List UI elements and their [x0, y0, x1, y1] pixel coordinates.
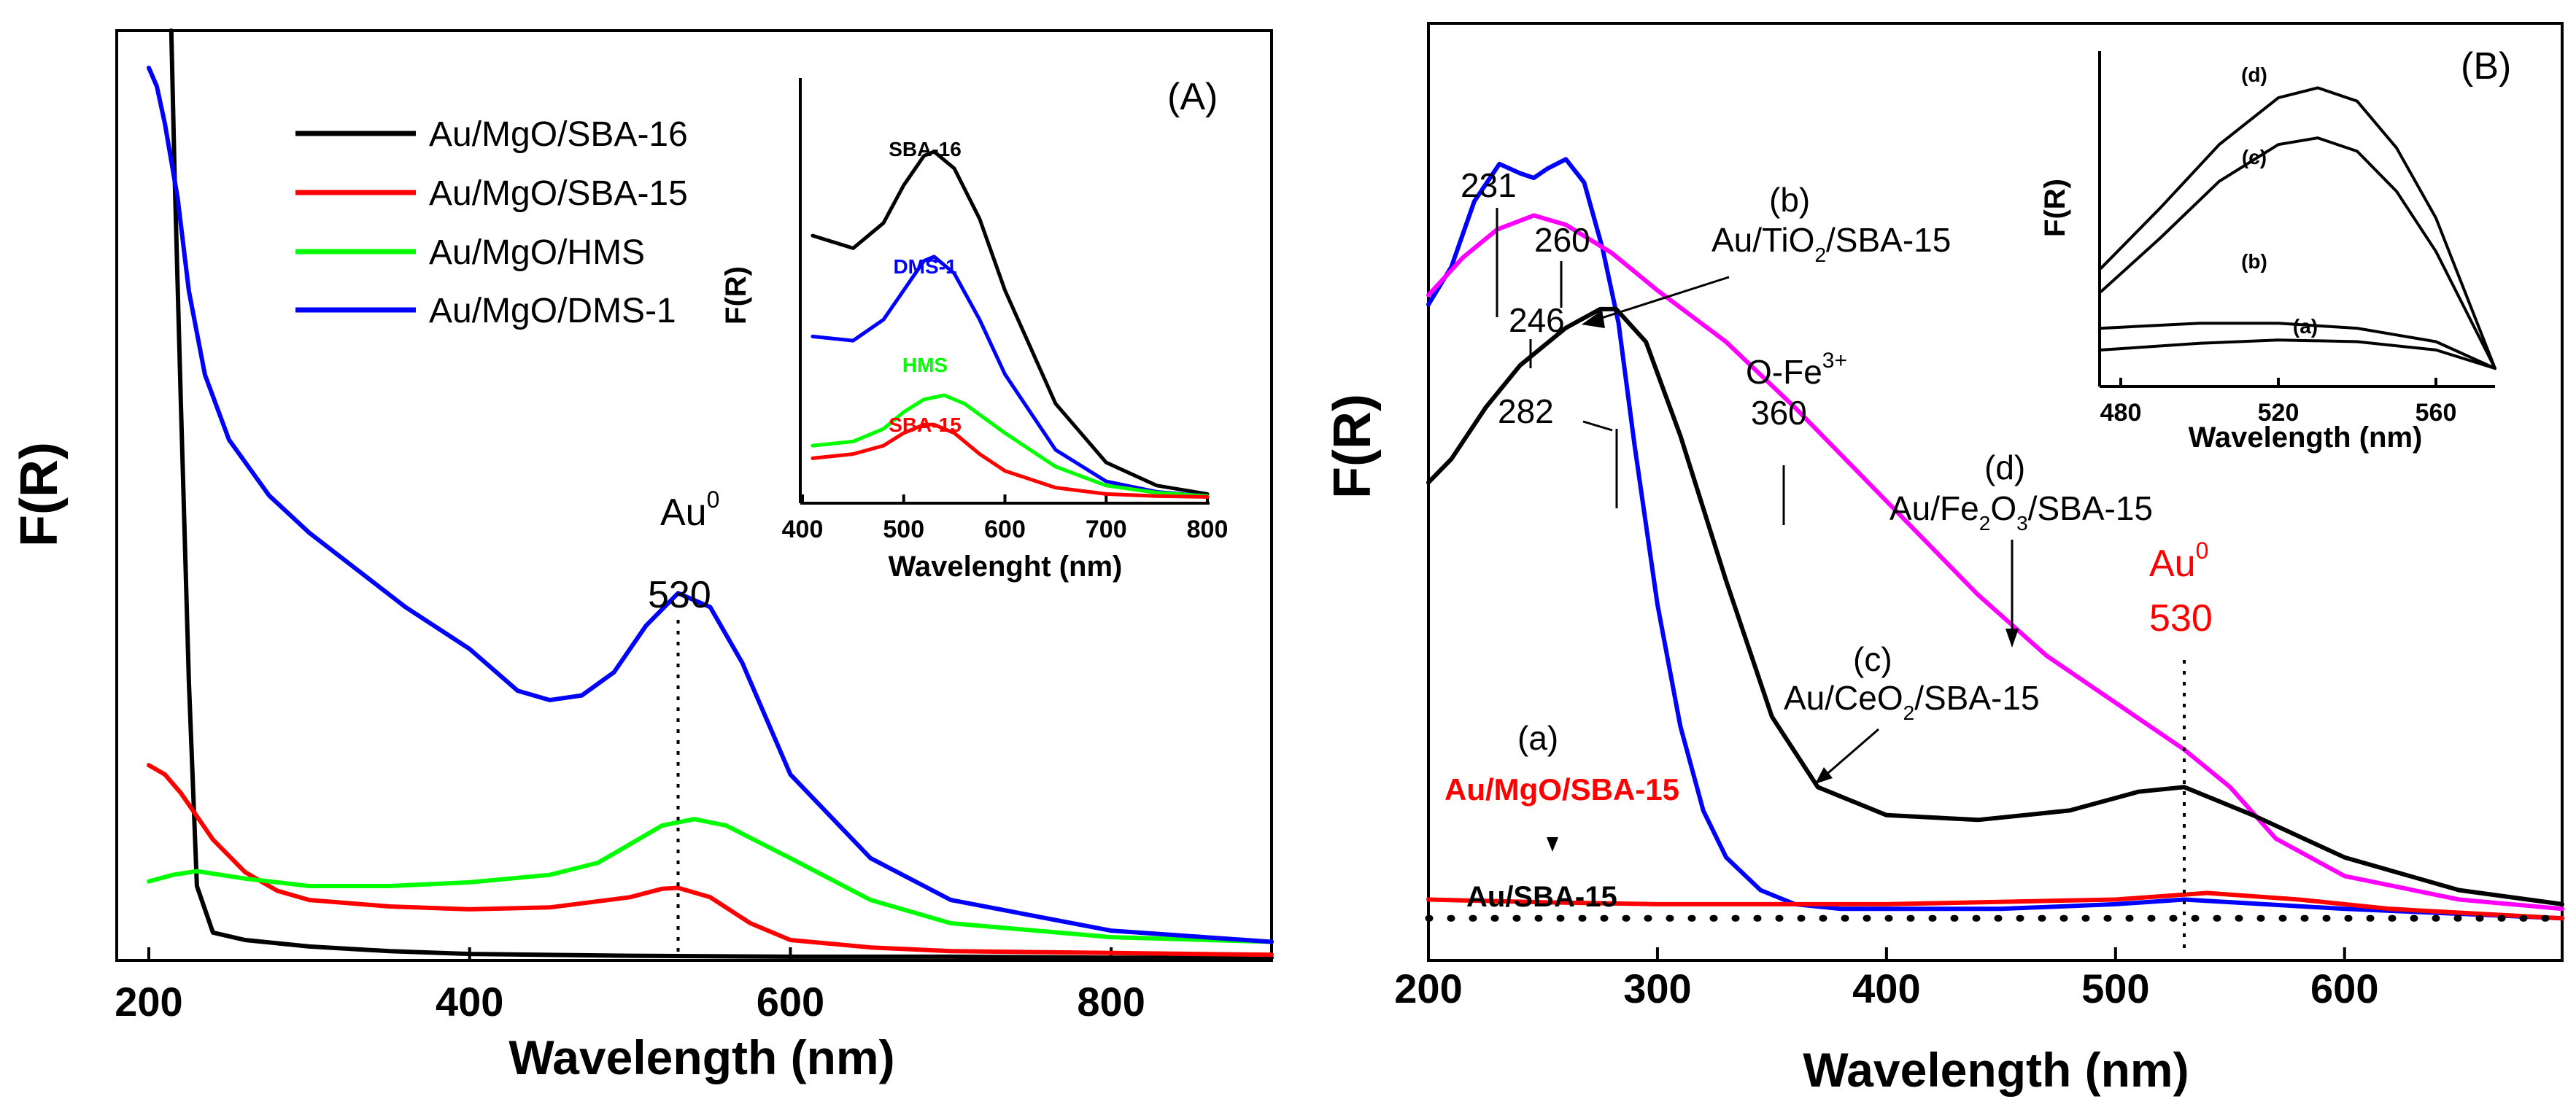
- inset-a-series-hms: [811, 393, 1210, 498]
- panel-a-tick-label-400: 400: [436, 979, 503, 1025]
- panel-b-series-d-au-fe2o3-sba-15: [1426, 213, 2564, 912]
- arrow-c-head: [1815, 767, 1833, 784]
- arrow-b: [1592, 276, 1730, 322]
- inset-b-series-a: [2100, 338, 2496, 370]
- panel-a-label: (A): [1167, 76, 1218, 118]
- panel-a-tick-label-600: 600: [757, 979, 824, 1025]
- inset-a-x-axis-label: Wavelenght (nm): [889, 551, 1123, 583]
- inset-a-series-dms-1: [811, 255, 1210, 498]
- inset-b-label-d: (d): [2241, 63, 2267, 86]
- panel-a-inset: 400 500 600 700 800 F(R) Wavelenght (nm) SBA…: [720, 78, 1228, 583]
- peak-282-label: 282: [1498, 392, 1554, 430]
- panel-a-frame: [115, 29, 1273, 962]
- panel-b-curves: [1425, 157, 2566, 922]
- label-b-letter: (b): [1769, 181, 1810, 219]
- panel-b-tick-label-400: 400: [1852, 966, 1920, 1011]
- inset-b-label-a: (a): [2293, 315, 2318, 338]
- inset-a-series-sba-15: [811, 422, 1210, 499]
- panel-b-x-axis-label: Wavelength (nm): [1803, 1043, 2189, 1097]
- arrow-c: [1823, 728, 1879, 778]
- label-d-name: Au/Fe2O3/SBA-15: [1890, 489, 2153, 535]
- panel-b-tick-label-200: 200: [1394, 966, 1462, 1011]
- panel-a-series-au-mgo-hms: [147, 817, 1274, 944]
- arrow-d-head: [2006, 629, 2019, 648]
- peak-246-label: 246: [1509, 301, 1565, 339]
- label-d-letter: (d): [1984, 448, 2025, 486]
- legend-label-sba15: Au/MgO/SBA-15: [429, 174, 688, 213]
- panel-a-x-axis-label: Wavelength (nm): [508, 1030, 894, 1084]
- inset-b-label-c: (c): [2242, 146, 2267, 168]
- panel-b-x-ticks: 200 300 400 500 600: [1394, 947, 2378, 1011]
- panel-b-tick-label-600: 600: [2310, 966, 2378, 1011]
- inset-a-tick-label-500: 500: [883, 516, 924, 543]
- inset-b-x-ticks: 480 520 560: [2100, 378, 2457, 427]
- panel-b-tick-label-300: 300: [1623, 966, 1691, 1011]
- inset-a-label-sba15: SBA-15: [889, 413, 962, 436]
- panel-b-frame: [1427, 22, 2564, 962]
- inset-a-label-sba16: SBA-16: [889, 138, 962, 160]
- panel-b-inset: 480 520 560 F(R) Wavelength (nm) (d) (c) (…: [2039, 51, 2496, 454]
- o-fe3-label: O-Fe3+: [1746, 349, 1847, 391]
- panel-b-series-b-au-tio2-sba-15: [1426, 157, 2564, 921]
- inset-a-tick-label-800: 800: [1187, 516, 1229, 543]
- inset-b-series-d: [2100, 86, 2496, 370]
- legend-label-hms: Au/MgO/HMS: [429, 233, 645, 272]
- inset-a-curves: [811, 149, 1210, 499]
- panel-a-au0-label: Au0: [660, 486, 719, 534]
- panel-a-x-ticks: 200 400 600 800: [115, 947, 1145, 1025]
- panel-a-tick-label-200: 200: [115, 979, 182, 1025]
- panel-a-series-au-mgo-dms-1: [147, 66, 1274, 944]
- inset-a-series-sba-16: [811, 149, 1210, 496]
- panel-a-curves: [147, 28, 1274, 960]
- inset-b-curves: [2100, 86, 2496, 370]
- legend-label-dms1: Au/MgO/DMS-1: [429, 292, 676, 330]
- panel-a-series-au-mgo-sba-16: [169, 28, 1274, 960]
- panel-a-y-axis-label: F(R): [10, 442, 69, 547]
- label-au-sba15: Au/SBA-15: [1466, 881, 1617, 913]
- inset-b-label-b: (b): [2241, 250, 2267, 273]
- panel-b-tick-label-500: 500: [2081, 966, 2149, 1011]
- au0-label-b: Au0: [2149, 537, 2208, 585]
- inset-a-label-hms: HMS: [902, 354, 948, 376]
- label-a-letter: (a): [1517, 719, 1558, 757]
- panel-b-label: (B): [2461, 45, 2511, 88]
- panel-a-tick-label-800: 800: [1077, 979, 1145, 1025]
- inset-a-label-dms1: DMS-1: [893, 255, 956, 278]
- inset-b-series-b: [2100, 322, 2496, 370]
- inset-a-x-ticks: 400 500 600 700 800: [782, 494, 1229, 543]
- panel-b-y-axis-label: F(R): [1323, 394, 1382, 499]
- inset-b-tick-label-480: 480: [2100, 399, 2142, 427]
- peak-282-arrow: [1582, 420, 1613, 432]
- inset-b-tick-label-520: 520: [2258, 399, 2300, 427]
- panel-a-series-au-mgo-sba-15: [147, 763, 1274, 958]
- inset-a-tick-label-600: 600: [984, 516, 1026, 543]
- inset-b-tick-label-560: 560: [2416, 399, 2457, 427]
- inset-a-y-axis-label: F(R): [720, 266, 752, 325]
- panel-a-peak-530-label: 530: [648, 574, 711, 616]
- peak-530-label-b: 530: [2149, 597, 2213, 640]
- peak-360-label: 360: [1751, 394, 1807, 432]
- panel-a: 200 400 600 800 F(R) Wavelength (nm) (A) Au…: [10, 28, 1274, 1084]
- arrow-a-head: [1547, 837, 1558, 852]
- label-a-name: Au/MgO/SBA-15: [1444, 772, 1679, 807]
- inset-a-tick-label-700: 700: [1086, 516, 1127, 543]
- label-b-name: Au/TiO2/SBA-15: [1711, 221, 1951, 266]
- inset-a-tick-label-400: 400: [782, 516, 824, 543]
- peak-260-label: 260: [1534, 221, 1590, 259]
- inset-b-x-axis-label: Wavelength (nm): [2189, 422, 2423, 454]
- panel-b: 200 300 400 500 600 F(R) Wavelength (nm) (B)…: [1323, 22, 2566, 1097]
- label-c-name: Au/CeO2/SBA-15: [1784, 679, 2040, 724]
- legend-label-sba16: Au/MgO/SBA-16: [429, 115, 688, 154]
- inset-b-y-axis-label: F(R): [2039, 179, 2071, 237]
- peak-231-label: 231: [1461, 166, 1517, 204]
- label-c-letter: (c): [1853, 640, 1892, 678]
- panel-b-series-c-au-ceo2-sba-15: [1426, 306, 2564, 906]
- arrow-b-head: [1582, 310, 1605, 328]
- panel-a-legend: Au/MgO/SBA-16 Au/MgO/SBA-15 Au/MgO/HMS A…: [295, 115, 688, 330]
- panel-b-series-a-au-mgo-sba-15: [1426, 890, 2564, 921]
- inset-b-series-c: [2100, 136, 2496, 370]
